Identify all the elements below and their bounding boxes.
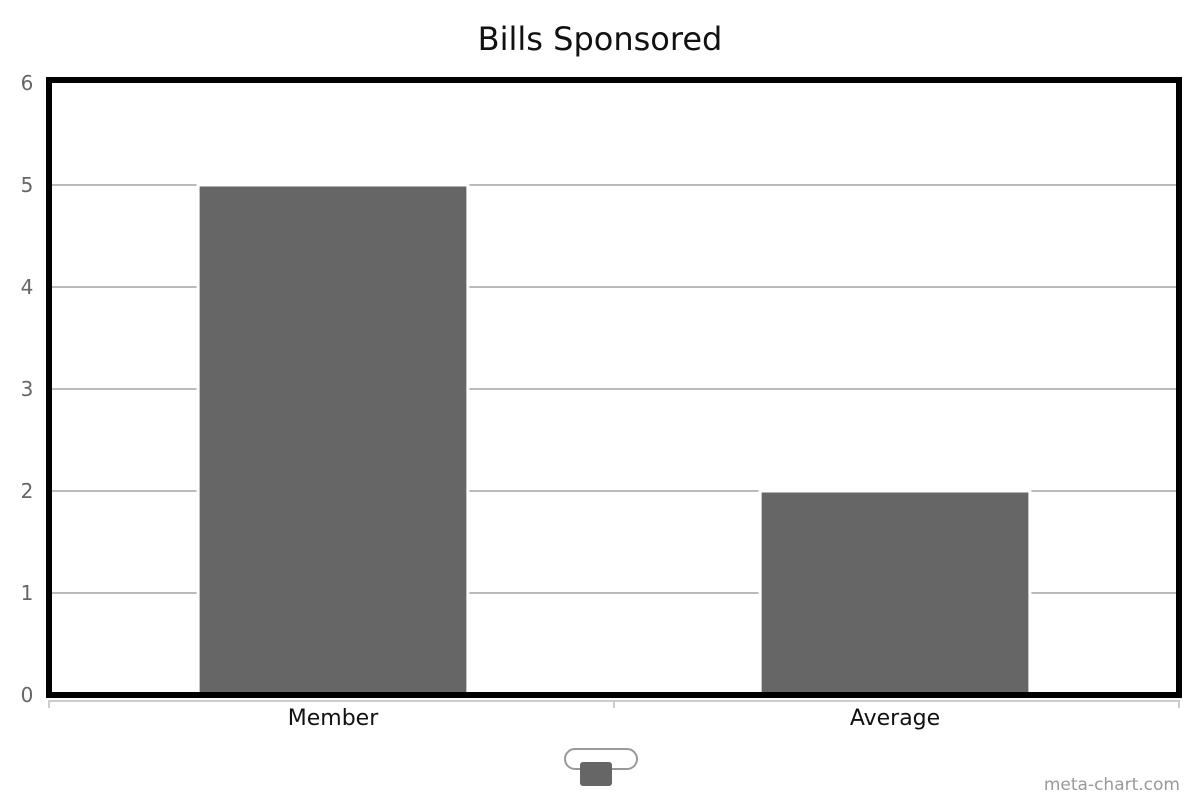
credit-text[interactable]: meta-chart.com bbox=[1044, 775, 1180, 795]
plot-frame bbox=[46, 77, 1182, 698]
x-category-label: Member bbox=[288, 706, 379, 731]
legend[interactable] bbox=[564, 748, 638, 786]
x-category-label: Average bbox=[850, 706, 940, 731]
legend-swatch bbox=[580, 762, 612, 786]
x-axis bbox=[48, 700, 1180, 708]
y-tick-label: 0 bbox=[21, 683, 34, 707]
bar-average[interactable] bbox=[758, 489, 1032, 697]
chart-title: Bills Sponsored bbox=[478, 20, 723, 58]
x-axis-category-labels: Member Average bbox=[288, 706, 940, 731]
y-tick-label: 4 bbox=[21, 275, 34, 299]
bars bbox=[196, 183, 1032, 697]
y-tick-label: 6 bbox=[21, 71, 34, 95]
y-tick-label: 1 bbox=[21, 581, 34, 605]
bar-member[interactable] bbox=[196, 183, 470, 697]
y-tick-label: 5 bbox=[21, 173, 34, 197]
y-axis-tick-labels: 0 1 2 3 4 5 6 bbox=[21, 71, 34, 707]
y-tick-label: 3 bbox=[21, 377, 34, 401]
y-tick-label: 2 bbox=[21, 479, 34, 503]
